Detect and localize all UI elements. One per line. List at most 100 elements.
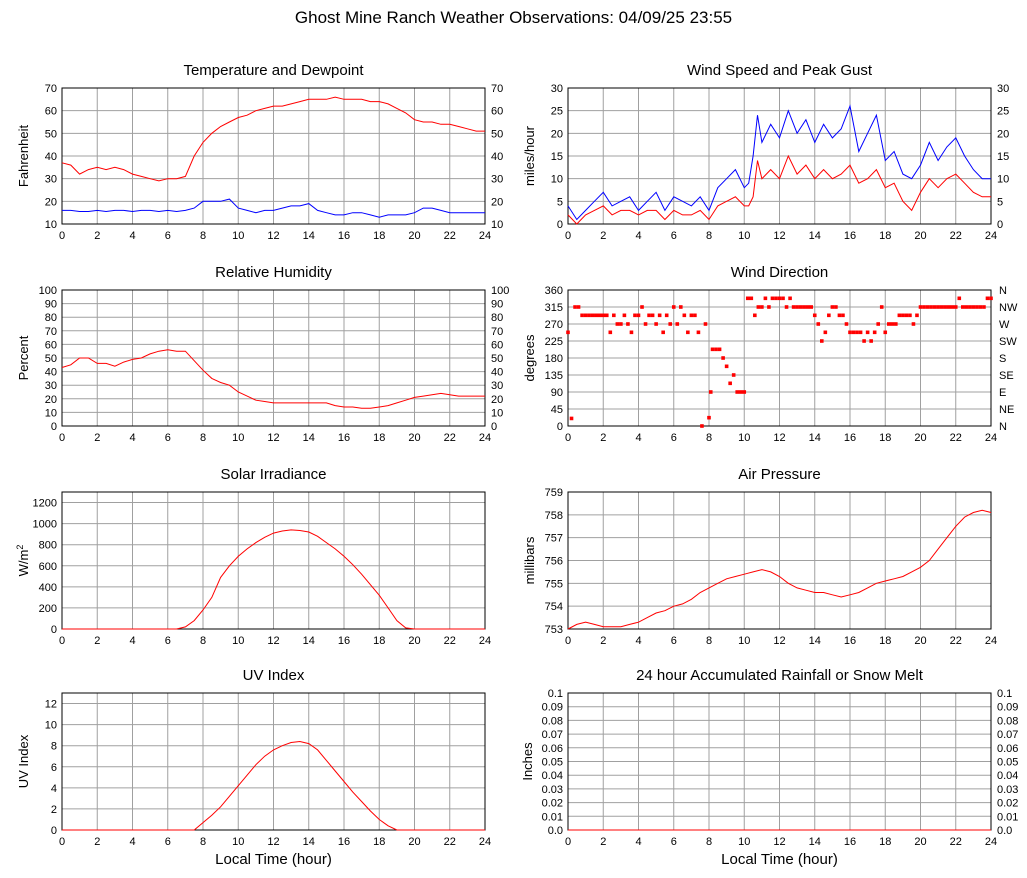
x-tick-label: 22 <box>444 635 456 647</box>
data-point <box>753 313 757 318</box>
x-tick-label: 2 <box>94 230 100 242</box>
y-tick-label: 40 <box>45 151 57 163</box>
y-tick-label: 20 <box>45 394 57 406</box>
x-tick-label: 18 <box>373 836 385 848</box>
y-tick-label: 50 <box>45 128 57 140</box>
y-tick-label: 10 <box>45 720 57 732</box>
y-tick-label: 10 <box>45 407 57 419</box>
data-point <box>580 313 584 318</box>
x-tick-label: 12 <box>267 635 279 647</box>
y-tick-label-right: 0.06 <box>997 743 1018 755</box>
data-point <box>936 305 940 309</box>
y-tick-label-right: 90 <box>491 299 503 311</box>
data-point <box>830 305 835 309</box>
x-tick-label: 22 <box>950 836 962 848</box>
x-tick-label: 12 <box>773 635 785 647</box>
data-point <box>932 305 937 309</box>
y-tick-label-right: 0.09 <box>997 702 1018 714</box>
data-point <box>886 322 891 326</box>
y-tick-label: 50 <box>45 353 57 365</box>
data-point <box>855 330 859 335</box>
y-axis-label: Inches <box>520 742 535 781</box>
y-tick-label: 0.1 <box>548 688 563 700</box>
chart-title: UV Index <box>243 667 305 684</box>
y-tick-label: 270 <box>545 319 563 331</box>
y-tick-label-right: 0.08 <box>997 715 1018 727</box>
x-tick-label: 2 <box>600 635 606 647</box>
x-tick-label: 8 <box>706 836 712 848</box>
y-tick-label: 0 <box>557 219 563 231</box>
direction-label: N <box>999 285 1007 297</box>
x-tick-label: 6 <box>165 432 171 444</box>
data-point <box>615 322 620 326</box>
x-tick-label: 16 <box>338 230 350 242</box>
x-tick-label: 8 <box>706 432 712 444</box>
y-tick-label: 20 <box>551 128 563 140</box>
x-tick-label: 0 <box>59 836 65 848</box>
data-point <box>770 296 775 301</box>
x-tick-label: 6 <box>165 230 171 242</box>
x-tick-label: 12 <box>773 230 785 242</box>
y-axis-label: UV Index <box>16 734 31 788</box>
y-tick-label: 70 <box>45 83 57 95</box>
data-point <box>619 322 623 326</box>
data-point <box>844 322 849 326</box>
data-point <box>982 305 986 309</box>
x-tick-label: 0 <box>59 432 65 444</box>
data-point <box>745 296 750 301</box>
x-tick-label: 24 <box>479 230 491 242</box>
data-point <box>953 305 958 309</box>
x-tick-label: 16 <box>844 635 856 647</box>
y-tick-label-right: 0.03 <box>997 784 1018 796</box>
chart-title: Wind Direction <box>731 264 829 281</box>
data-point <box>957 296 962 301</box>
x-tick-label: 14 <box>303 635 315 647</box>
x-tick-label: 0 <box>565 836 571 848</box>
y-tick-label-right: 40 <box>491 151 503 163</box>
data-point <box>721 356 725 360</box>
y-tick-label: 755 <box>545 578 563 590</box>
x-tick-label: 14 <box>809 836 821 848</box>
data-point <box>820 339 824 343</box>
chart-title: 24 hour Accumulated Rainfall or Snow Mel… <box>636 667 924 684</box>
x-tick-label: 4 <box>129 432 135 444</box>
data-point <box>809 305 814 309</box>
y-tick-label: 0.05 <box>542 757 563 769</box>
x-tick-label: 18 <box>879 635 891 647</box>
x-tick-label: 20 <box>408 432 420 444</box>
y-tick-label: 100 <box>39 285 57 297</box>
data-point <box>985 296 990 301</box>
x-tick-label: 12 <box>267 230 279 242</box>
x-tick-label: 12 <box>773 432 785 444</box>
y-tick-label: 0.02 <box>542 798 563 810</box>
x-tick-label: 18 <box>373 230 385 242</box>
y-tick-label: 400 <box>39 582 57 594</box>
x-tick-label: 24 <box>985 635 997 647</box>
x-tick-label: 22 <box>444 836 456 848</box>
y-tick-label-right: 0 <box>491 421 497 433</box>
y-tick-label: 4 <box>51 783 57 795</box>
data-point <box>657 313 662 318</box>
y-tick-label: 1000 <box>33 519 57 531</box>
data-point <box>925 305 930 309</box>
y-tick-label: 225 <box>545 336 563 348</box>
y-tick-label-right: 80 <box>491 312 503 324</box>
y-tick-label: 360 <box>545 285 563 297</box>
data-point <box>633 313 637 318</box>
data-point <box>964 305 969 309</box>
data-point <box>869 339 873 343</box>
x-tick-label: 20 <box>914 635 926 647</box>
data-point <box>724 364 729 369</box>
y-tick-label: 90 <box>551 387 563 399</box>
data-point <box>848 330 852 335</box>
y-tick-label: 1200 <box>33 498 57 510</box>
data-point <box>708 390 713 394</box>
x-tick-label: 4 <box>129 635 135 647</box>
y-tick-label: 60 <box>45 106 57 118</box>
direction-label: SE <box>999 370 1014 382</box>
data-point <box>784 305 789 309</box>
